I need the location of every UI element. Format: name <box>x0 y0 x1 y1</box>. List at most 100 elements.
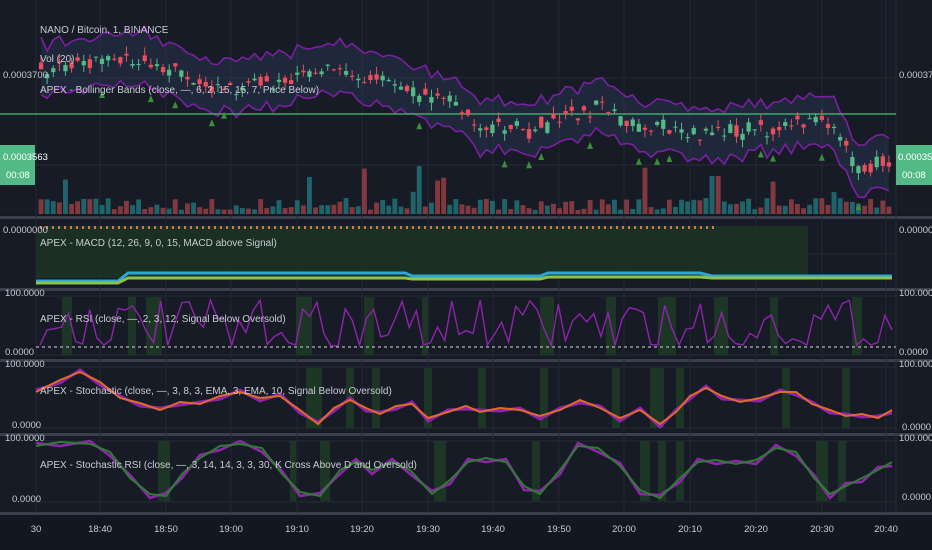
volume-bar <box>294 200 300 214</box>
candle-body <box>667 130 672 134</box>
bollinger-lower-line <box>40 79 890 199</box>
candle-body <box>868 163 873 173</box>
macd-histogram-bar <box>382 226 384 229</box>
candle-body <box>215 84 221 86</box>
volume-bar <box>50 201 56 214</box>
macd-histogram-bar <box>166 226 168 229</box>
candle-body <box>502 130 507 134</box>
macd-histogram-bar <box>46 226 48 229</box>
candle-body <box>234 94 239 96</box>
macd-pane[interactable]: APEX - MACD (12, 26, 9, 0, 15, MACD abov… <box>36 226 892 285</box>
buy-signal-arrow <box>654 157 661 165</box>
stochastic-highlight <box>842 368 850 428</box>
macd-histogram-bar <box>658 226 660 229</box>
stochrsi-pane[interactable]: APEX - Stochastic RSI (close, —, 3, 14, … <box>35 439 893 501</box>
volume-bar <box>734 203 739 214</box>
macd-histogram-bar <box>328 226 330 229</box>
macd-histogram-bar <box>130 226 132 229</box>
candle-body <box>594 100 599 105</box>
candle-body <box>685 137 690 139</box>
macd-histogram-bar <box>454 226 456 229</box>
macd-histogram-bar <box>184 226 186 229</box>
candle-body <box>789 125 794 127</box>
volume-bar <box>526 208 532 214</box>
rsi-pane[interactable]: APEX - RSI (close, —, 2, 3, 12, Signal B… <box>36 297 896 355</box>
candle-body <box>179 70 184 77</box>
macd-histogram-bar <box>94 226 96 229</box>
volume-bar <box>538 201 544 214</box>
volume-bar <box>343 198 349 214</box>
right-price-axis[interactable]: 0.0003700 0.0003563 00:08 0.0000000 100.… <box>896 70 932 503</box>
volume-bar <box>849 201 855 214</box>
candle-body <box>325 64 330 66</box>
candle-body <box>173 63 178 67</box>
candle-body <box>264 76 269 82</box>
price-pane[interactable]: NANO / Bitcoin, 1, BINANCE Vol (20) APEX… <box>0 25 896 214</box>
pane-separator <box>0 359 932 362</box>
candle-body <box>783 122 788 126</box>
signal-arrows <box>99 91 862 211</box>
left-price-axis[interactable]: 0.0003700 0.0003563 00:08 0.0000000 100.… <box>0 70 48 505</box>
time-label: 19:20 <box>350 524 374 535</box>
macd-histogram-bar <box>208 226 210 229</box>
stochrsi-highlights <box>158 441 846 501</box>
candle-body <box>862 165 867 172</box>
macd-histogram-bar <box>394 226 396 229</box>
time-label: 20:00 <box>612 524 636 535</box>
macd-histogram-bar <box>430 226 432 229</box>
volume-bar <box>246 208 251 214</box>
volume-bar <box>178 209 184 214</box>
macd-histogram-bar <box>676 226 678 229</box>
volume-bar <box>630 209 636 214</box>
candle-body <box>130 64 135 66</box>
macd-histogram-bar <box>82 226 84 229</box>
candle-body <box>618 116 623 126</box>
stochastic-pane[interactable]: APEX - Stochastic (close, —, 3, 8, 3, EM… <box>35 368 893 430</box>
candle-body <box>404 85 410 92</box>
volume-bar <box>416 166 422 214</box>
volume-bar <box>874 207 880 214</box>
candle-body <box>136 63 141 65</box>
candle-body <box>57 61 62 64</box>
macd-histogram-bar <box>700 226 702 229</box>
stochastic-highlight <box>612 368 620 428</box>
candle-body <box>319 71 324 75</box>
candle-body <box>106 56 111 61</box>
macd-histogram-bar <box>478 226 480 229</box>
right-stochrsi-bottom: 0.0000 <box>902 492 931 503</box>
left-stoch-top: 100.0000 <box>5 359 45 370</box>
candle-body <box>301 70 306 73</box>
volume-bar <box>886 206 892 214</box>
time-axis[interactable]: 30 18:40 18:50 19:00 19:10 19:20 19:30 19:40 19:… <box>31 524 898 535</box>
volume-bars <box>38 166 892 214</box>
candle-body <box>673 126 678 128</box>
candle-body <box>496 118 501 122</box>
volume-bar <box>111 209 117 214</box>
candle-body <box>490 124 495 134</box>
macd-label: APEX - MACD (12, 26, 9, 0, 15, MACD abov… <box>40 238 277 249</box>
volume-bar <box>99 204 105 214</box>
macd-histogram-bar <box>286 226 288 229</box>
macd-histogram-bar <box>304 226 306 229</box>
candle-body <box>795 115 800 120</box>
pane-background <box>0 0 932 215</box>
candle-body <box>417 95 422 102</box>
candle-body <box>581 106 587 111</box>
volume-bar <box>795 203 800 214</box>
candle-body <box>93 56 99 58</box>
macd-histogram-bar <box>466 226 468 229</box>
candle-body <box>81 61 86 66</box>
volume-bar <box>868 198 874 214</box>
candle-body <box>276 79 282 82</box>
volume-bar <box>459 204 465 214</box>
macd-histogram-bar <box>556 226 558 229</box>
candle-body <box>526 129 532 139</box>
volume-bar <box>282 208 288 214</box>
macd-histogram-bar <box>262 226 264 229</box>
volume-bar <box>569 201 575 214</box>
candle-body <box>844 140 849 146</box>
macd-histogram-bar <box>418 226 420 229</box>
candle-body <box>167 69 172 76</box>
macd-histogram-bar <box>292 226 294 229</box>
